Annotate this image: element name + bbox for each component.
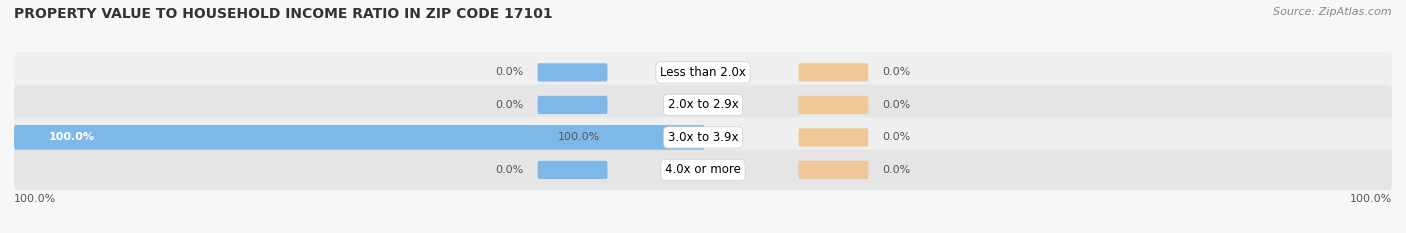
Text: Less than 2.0x: Less than 2.0x <box>659 66 747 79</box>
FancyBboxPatch shape <box>799 96 869 114</box>
Text: 100.0%: 100.0% <box>48 132 94 142</box>
Text: 0.0%: 0.0% <box>496 100 524 110</box>
Text: 4.0x or more: 4.0x or more <box>665 163 741 176</box>
Text: 3.0x to 3.9x: 3.0x to 3.9x <box>668 131 738 144</box>
Text: 0.0%: 0.0% <box>882 165 910 175</box>
Text: PROPERTY VALUE TO HOUSEHOLD INCOME RATIO IN ZIP CODE 17101: PROPERTY VALUE TO HOUSEHOLD INCOME RATIO… <box>14 7 553 21</box>
FancyBboxPatch shape <box>799 128 869 147</box>
Text: 2.0x to 2.9x: 2.0x to 2.9x <box>668 98 738 111</box>
FancyBboxPatch shape <box>537 63 607 82</box>
FancyBboxPatch shape <box>799 63 869 82</box>
Text: Source: ZipAtlas.com: Source: ZipAtlas.com <box>1274 7 1392 17</box>
FancyBboxPatch shape <box>14 85 1392 125</box>
FancyBboxPatch shape <box>799 161 869 179</box>
Text: 0.0%: 0.0% <box>496 67 524 77</box>
Text: 0.0%: 0.0% <box>882 132 910 142</box>
Text: 0.0%: 0.0% <box>496 165 524 175</box>
Text: 100.0%: 100.0% <box>14 194 56 204</box>
FancyBboxPatch shape <box>537 96 607 114</box>
FancyBboxPatch shape <box>14 150 1392 190</box>
FancyBboxPatch shape <box>537 161 607 179</box>
Text: 0.0%: 0.0% <box>882 67 910 77</box>
Text: 100.0%: 100.0% <box>1350 194 1392 204</box>
Text: 0.0%: 0.0% <box>882 100 910 110</box>
FancyBboxPatch shape <box>14 52 1392 93</box>
Text: 100.0%: 100.0% <box>557 132 599 142</box>
FancyBboxPatch shape <box>14 117 1392 158</box>
FancyBboxPatch shape <box>14 125 704 150</box>
